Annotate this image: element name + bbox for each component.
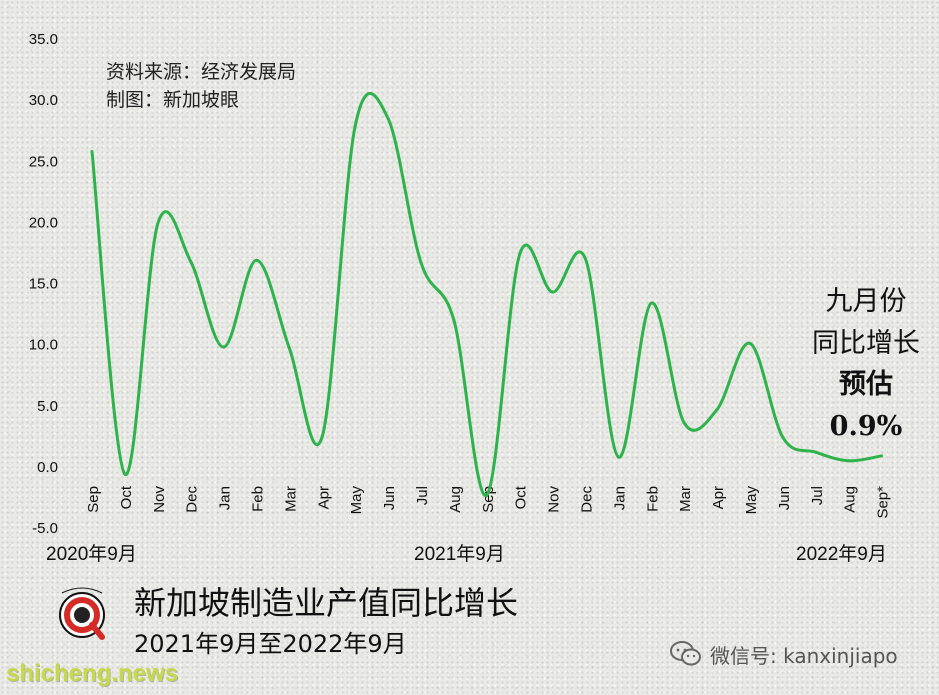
x-tick-label: Dec [184,486,201,513]
data-point [551,290,555,294]
line-chart: -5.0 0.0 5.0 10.0 15.0 20.0 25.0 30.0 35.0 Sep Oc… [29,31,920,565]
y-tick-label: -5.0 [32,520,58,537]
y-tick-label: 5.0 [37,398,58,415]
data-point [123,472,127,476]
y-axis: -5.0 0.0 5.0 10.0 15.0 20.0 25.0 30.0 35.0 [29,31,58,537]
x-tick-label: Jul [414,486,431,505]
series-line-group [90,91,884,497]
y-tick-label: 10.0 [29,337,58,354]
chart-title: 新加坡制造业产值同比增长 [134,584,519,622]
data-point [748,341,752,345]
data-point [649,301,653,305]
data-point [715,407,719,411]
x-tick-label: Jan [217,486,234,510]
wechat-id: 微信号: kanxinjiapo [710,643,898,668]
wechat-icon [670,641,701,666]
x-tick-label: Jun [776,486,793,510]
year-label-end: 2022年9月 [796,543,887,565]
x-tick-label: Oct [513,485,530,509]
data-point [682,421,686,425]
y-tick-label: 25.0 [29,153,58,170]
data-point [518,252,522,256]
data-point [287,346,291,350]
y-tick-label: 30.0 [29,92,58,109]
data-point [452,318,456,322]
x-tick-label: Apr [710,486,727,509]
x-axis: Sep Oct Nov Dec Jan Feb Mar Apr May Jun Jul Aug Sep O… [85,485,892,518]
data-point [814,450,818,454]
x-tick-label: Jan [611,486,628,510]
data-point [419,261,423,265]
site-watermark: shicheng.news [6,660,179,687]
x-tick-label: Dec [579,486,596,513]
data-point [255,258,258,262]
annotation-line-4: 0.9% [830,411,903,442]
data-point [584,257,587,261]
x-tick-label: Apr [315,486,332,509]
x-tick-label: Feb [644,486,661,512]
source-line-1: 资料来源：经济发展局 [106,61,296,83]
source-line-2: 制图：新加坡眼 [106,89,239,111]
data-point [222,345,226,349]
data-point [320,434,324,438]
annotation-line-2: 同比增长 [812,328,920,359]
y-tick-label: 20.0 [29,214,58,231]
x-tick-label: May [743,486,760,515]
x-tick-label: Aug [447,486,464,513]
x-tick-label: Sep [85,486,102,513]
data-point [485,493,489,497]
x-tick-label: Nov [151,486,168,513]
year-label-start: 2020年9月 [46,543,137,565]
x-tick-label: Feb [250,486,267,512]
annotation-line-3: 预估 [839,369,893,400]
chart-subtitle: 2021年9月至2022年9月 [134,630,407,658]
magnifier-logo-icon [54,585,110,641]
annotation: 九月份 同比增长 预估 0.9% [812,286,920,442]
series-line [90,91,882,497]
annotation-line-1: 九月份 [826,286,907,317]
data-point [880,454,884,458]
y-tick-label: 35.0 [29,31,58,48]
data-point [353,124,357,128]
x-tick-label: May [348,486,365,515]
x-tick-label: Jun [381,486,398,510]
data-point [781,436,785,440]
x-tick-label: Jul [809,486,826,505]
x-tick-label: Oct [118,485,135,509]
x-tick-label: Sep* [875,486,892,519]
data-point [386,116,390,120]
x-tick-label: Nov [546,486,563,513]
y-tick-label: 0.0 [37,459,58,476]
data-point [847,459,851,463]
wechat-watermark: 微信号: kanxinjiapo [670,640,898,668]
data-point [189,259,193,263]
data-point [616,455,620,459]
x-tick-label: Mar [282,486,299,512]
y-tick-label: 15.0 [29,276,58,293]
x-tick-label: Mar [677,486,694,512]
x-tick-label: Aug [842,486,859,513]
data-point [156,222,160,226]
year-labels: 2020年9月 2021年9月 2022年9月 [46,543,887,565]
source-note: 资料来源：经济发展局 制图：新加坡眼 [106,61,296,111]
data-point [90,149,94,153]
year-label-mid: 2021年9月 [414,543,505,565]
